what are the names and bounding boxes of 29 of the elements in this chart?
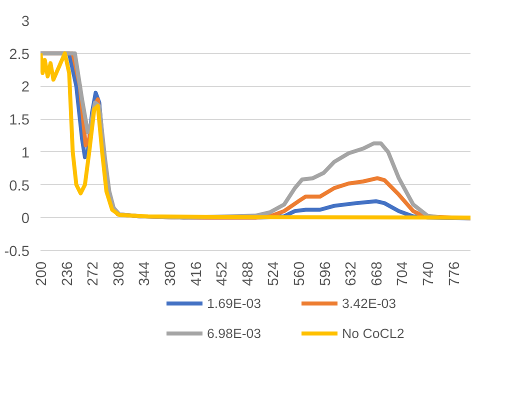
y-tick-label: -0.5	[4, 244, 30, 260]
y-tick-label: 0.5	[9, 178, 30, 194]
x-tick-label: 308	[111, 261, 128, 286]
x-tick-label: 668	[369, 261, 386, 286]
x-tick-label: 776	[446, 261, 463, 286]
x-tick-label: 488	[240, 261, 256, 286]
y-tick-label: 3	[21, 14, 30, 30]
legend-label: No CoCL2	[342, 326, 404, 341]
x-tick-label: 272	[86, 261, 102, 286]
y-tick-label: 2.5	[9, 46, 30, 63]
x-tick-label: 560	[292, 261, 308, 286]
legend-label: 6.98E-03	[207, 326, 262, 341]
x-tick-label: 416	[188, 261, 205, 286]
y-tick-label: 0	[21, 211, 30, 228]
x-tick-label: 344	[137, 261, 154, 286]
x-tick-label: 200	[34, 261, 50, 286]
y-tick-label: 2	[21, 80, 30, 96]
x-tick-label: 452	[214, 261, 231, 286]
x-tick-label: 596	[318, 261, 334, 286]
legend-label: 1.69E-03	[207, 296, 262, 311]
x-tick-label: 524	[266, 261, 282, 286]
x-tick-label: 704	[395, 261, 412, 286]
x-tick-label: 380	[163, 261, 179, 286]
legend-label: 3.42E-03	[342, 296, 396, 311]
x-tick-label: 632	[344, 261, 360, 286]
x-tick-label: 740	[421, 261, 437, 286]
y-tick-label: 1.5	[9, 112, 30, 129]
x-tick-label: 236	[60, 261, 76, 286]
y-tick-label: 1	[21, 145, 30, 162]
